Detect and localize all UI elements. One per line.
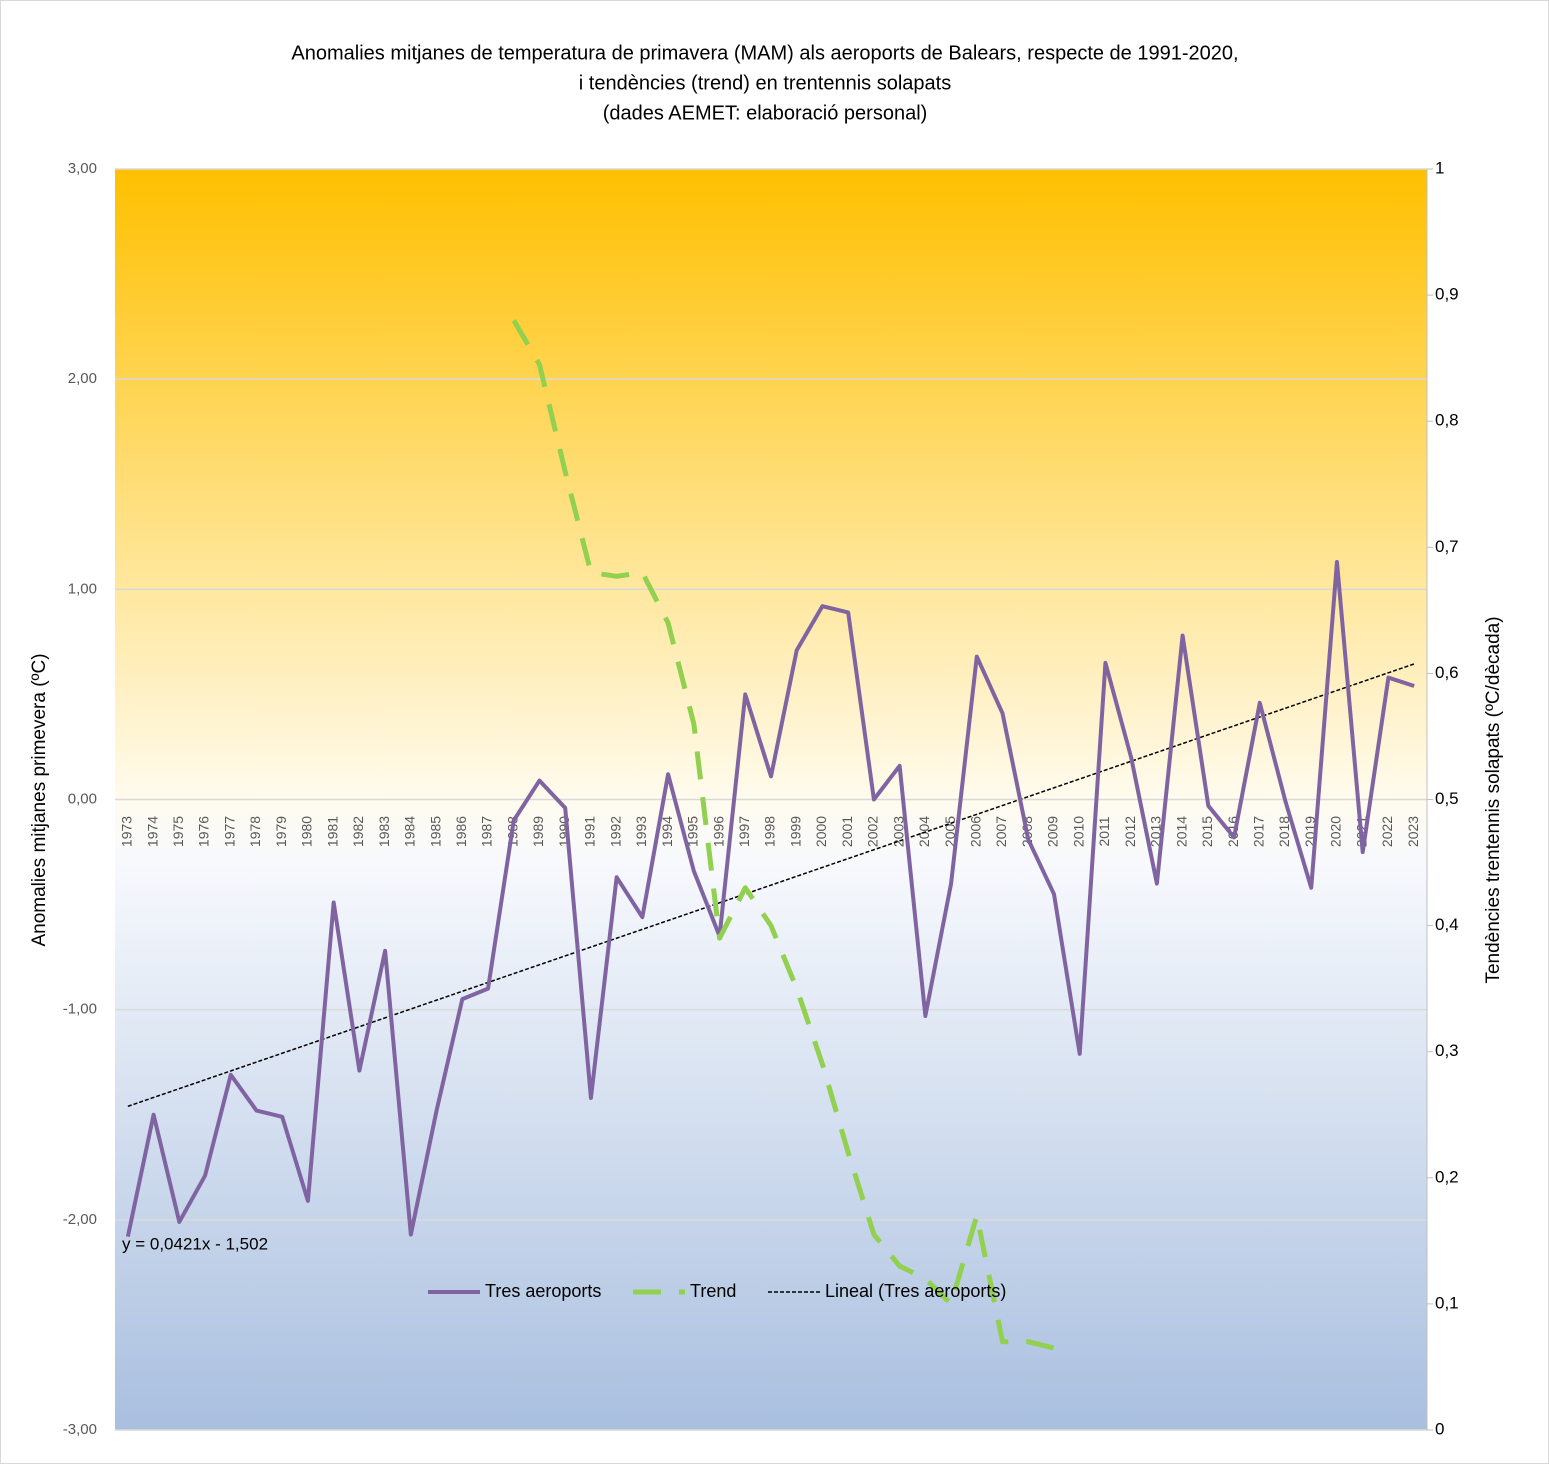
y-tick-label: 1,00 [68, 580, 97, 597]
x-tick-label: 1980 [299, 816, 315, 847]
x-tick-label: 1981 [324, 816, 340, 847]
x-tick-label: 2010 [1070, 816, 1086, 847]
x-tick-label: 1982 [350, 816, 366, 847]
x-tick-label: 2004 [916, 816, 932, 847]
x-tick-label: 2018 [1276, 816, 1292, 847]
y2-tick-label: 0,3 [1435, 1041, 1459, 1060]
y2-tick-label: 0,1 [1435, 1293, 1459, 1312]
x-tick-label: 2023 [1405, 816, 1421, 847]
x-tick-label: 1994 [659, 816, 675, 847]
x-tick-label: 1973 [119, 816, 135, 847]
x-tick-label: 1989 [530, 816, 546, 847]
series-line [125, 560, 1415, 1238]
trendline [127, 663, 1415, 1108]
x-tick-label: 1983 [376, 816, 392, 847]
x-tick-label: 2001 [839, 816, 855, 847]
x-tick-label: 2015 [1199, 816, 1215, 847]
x-tick-label: 1978 [247, 816, 263, 847]
x-tick-label: 1986 [453, 816, 469, 847]
x-tick-label: 1985 [427, 816, 443, 847]
x-tick-label: 1975 [170, 816, 186, 847]
y-axis-title: Anomalies mitjanes primevera (ºC) [29, 653, 50, 946]
legend-label: Tres aeroports [485, 1281, 601, 1301]
x-tick-label: 1992 [607, 816, 623, 847]
x-tick-label: 1991 [582, 816, 598, 847]
trendline-equation: y = 0,0421x - 1,502 [122, 1234, 268, 1253]
y2-tick-label: 0,8 [1435, 411, 1459, 430]
chart-title: i tendències (trend) en trentennis solap… [579, 72, 951, 94]
y2-tick-label: 0,9 [1435, 285, 1459, 304]
x-tick-label: 2017 [1250, 816, 1266, 847]
legend-label: Lineal (Tres aeroports) [825, 1281, 1006, 1301]
y2-tick-label: 0,6 [1435, 663, 1459, 682]
y-tick-label: -1,00 [63, 1001, 97, 1018]
y2-tick-label: 0,7 [1435, 537, 1459, 556]
y2-tick-label: 0,5 [1435, 789, 1459, 808]
x-tick-label: 1997 [736, 816, 752, 847]
y2-axis-title: Tendències trentennis solapats (ºC/dècad… [1483, 616, 1504, 983]
x-tick-label: 2011 [1096, 816, 1112, 846]
y2-tick-label: 0,4 [1435, 915, 1459, 934]
x-tick-label: 1993 [633, 816, 649, 847]
x-tick-label: 1977 [221, 816, 237, 847]
x-tick-label: 1996 [710, 816, 726, 847]
x-tick-label: 2005 [942, 816, 958, 847]
x-tick-label: 1976 [196, 816, 212, 847]
x-tick-label: 2014 [1173, 816, 1189, 847]
x-tick-label: 2000 [813, 816, 829, 847]
x-tick-label: 2002 [865, 816, 881, 847]
x-tick-label: 1998 [762, 816, 778, 847]
series-line [511, 319, 1055, 1351]
y2-tick-label: 0 [1435, 1419, 1444, 1438]
y-tick-label: 3,00 [68, 160, 97, 177]
x-tick-label: 1984 [402, 816, 418, 847]
x-tick-label: 2007 [993, 816, 1009, 847]
chart-title: (dades AEMET: elaboració personal) [603, 102, 928, 124]
y-tick-label: -3,00 [63, 1421, 97, 1438]
x-tick-label: 2009 [1045, 816, 1061, 847]
x-tick-label: 2022 [1379, 816, 1395, 847]
x-tick-label: 2020 [1328, 816, 1344, 847]
y-tick-label: 0,00 [68, 790, 97, 807]
x-tick-label: 1987 [479, 816, 495, 847]
x-tick-label: 1974 [144, 816, 160, 847]
legend-label: Trend [690, 1281, 736, 1301]
y-tick-label: -2,00 [63, 1211, 97, 1228]
chart-title: Anomalies mitjanes de temperatura de pri… [291, 42, 1238, 64]
x-tick-label: 2012 [1122, 816, 1138, 847]
x-tick-label: 1995 [685, 816, 701, 847]
y2-tick-label: 0,2 [1435, 1167, 1459, 1186]
x-tick-label: 2006 [968, 816, 984, 847]
x-tick-label: 1999 [787, 816, 803, 847]
y2-tick-label: 1 [1435, 158, 1444, 177]
x-tick-label: 1979 [273, 816, 289, 847]
y-tick-label: 2,00 [68, 370, 97, 387]
